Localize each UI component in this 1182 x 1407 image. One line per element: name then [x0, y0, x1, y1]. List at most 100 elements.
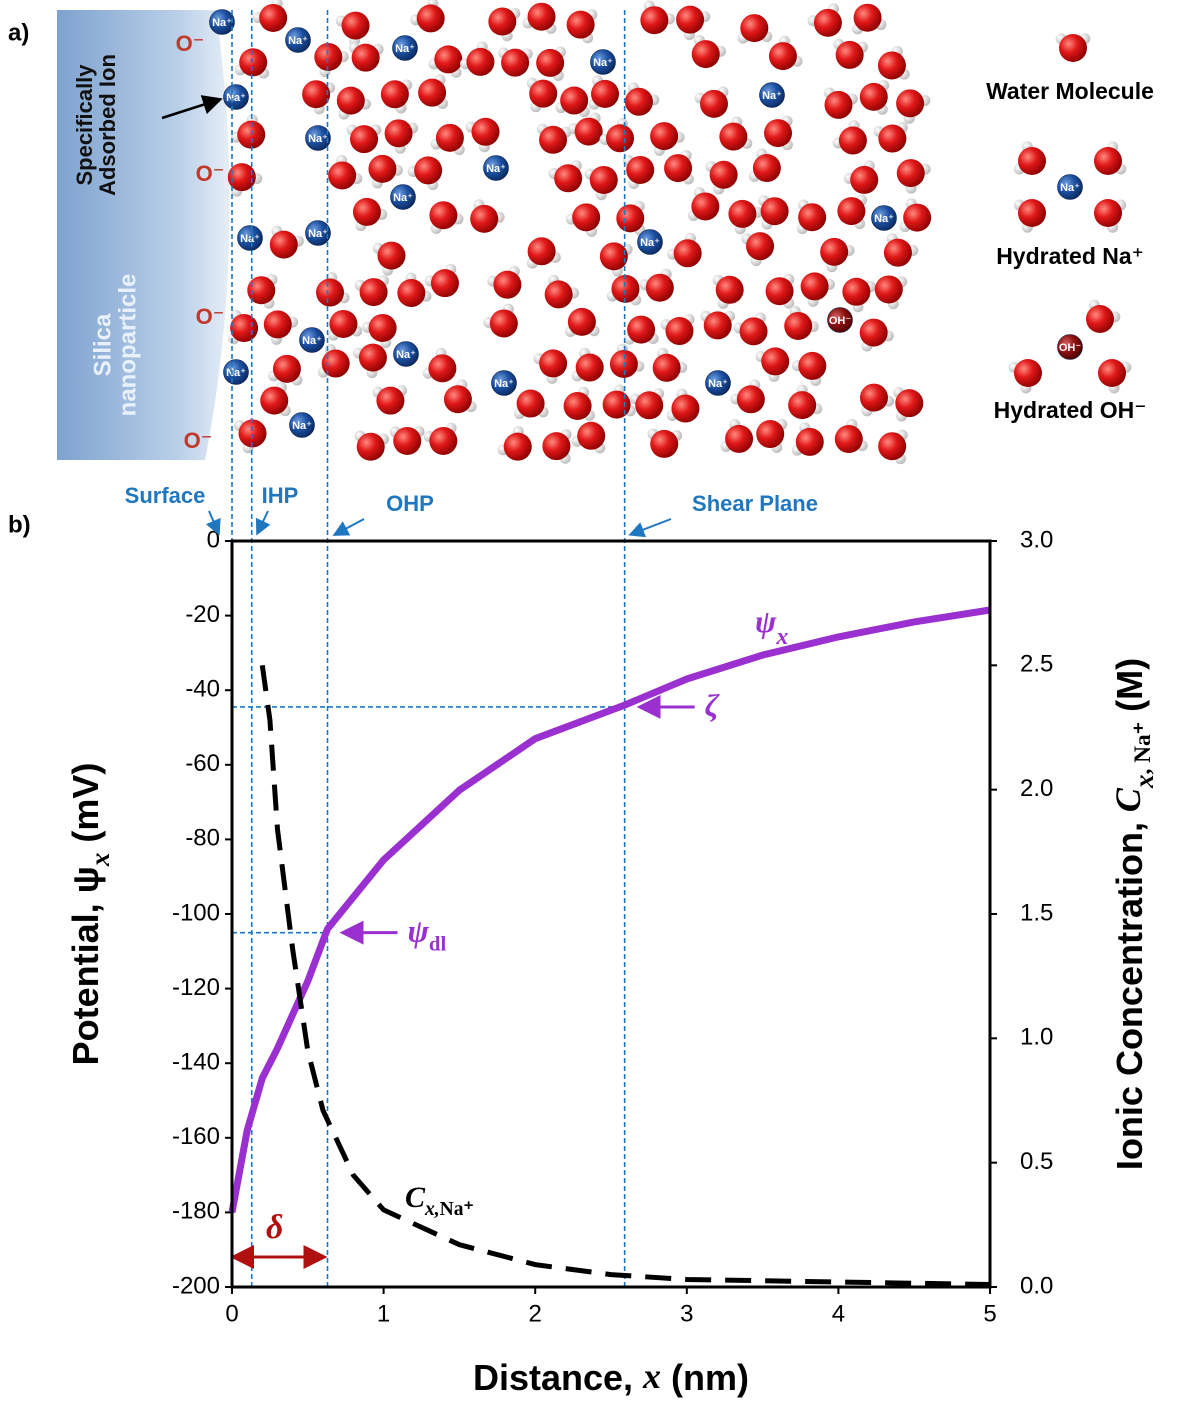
water-molecule — [624, 82, 660, 116]
oxygen-atom — [1098, 359, 1126, 387]
water-molecule — [380, 79, 413, 114]
series-line — [228, 606, 991, 1214]
series-label-part: Na⁺ — [440, 1199, 474, 1220]
water-molecule — [720, 419, 754, 453]
oxygen-atom — [527, 237, 556, 266]
surface-label: Silica — [89, 313, 116, 376]
water-molecule — [859, 383, 895, 417]
ion-label: Na⁺ — [708, 378, 728, 390]
ion — [223, 359, 249, 385]
water-molecule — [609, 343, 645, 378]
water-molecule — [588, 75, 620, 110]
delta-label: δ — [266, 1209, 283, 1246]
water-molecule — [741, 232, 775, 267]
water-molecule — [252, 0, 288, 32]
oxygen-atom — [359, 278, 388, 307]
water-molecule — [302, 80, 336, 115]
pointer-arrow — [161, 95, 223, 120]
y2-axis-title: Ionic Concentration, Cx, Na⁺ (M) — [1108, 658, 1159, 1170]
oxygen-atom — [859, 318, 888, 347]
water-molecule — [764, 115, 793, 151]
oxygen-atom — [739, 317, 768, 346]
water-molecule — [497, 426, 532, 461]
y-axis-title-part: Potential, ψ — [65, 866, 106, 1065]
oxygen-atom — [691, 40, 720, 69]
y-tick-label: -120 — [172, 974, 220, 1001]
oxygen-atom — [859, 383, 888, 412]
ion — [299, 327, 325, 353]
water-molecule — [368, 154, 403, 189]
water-molecule — [268, 354, 303, 386]
oxygen-atom — [544, 280, 573, 309]
water-molecule — [796, 199, 827, 235]
oxygen-atom — [263, 310, 292, 339]
oxygen-atom — [351, 43, 380, 72]
oxygen-atom — [470, 204, 499, 233]
oxygen-atom — [429, 426, 458, 455]
water-molecule — [652, 347, 688, 382]
water-molecule — [639, 268, 674, 302]
water-molecule — [748, 148, 781, 183]
chart: -200-180-160-140-120-100-80-60-40-2000.0… — [65, 10, 1159, 1398]
oxygen-atom — [269, 230, 298, 259]
oxygen-atom — [874, 275, 903, 304]
water-molecule — [630, 388, 665, 420]
series-label: Cx,Na⁺ — [405, 1181, 474, 1220]
ion-label: Na⁺ — [593, 57, 613, 69]
oxygen-atom — [800, 272, 829, 301]
water-molecule — [730, 379, 765, 414]
y-axis-title-part: x — [85, 853, 115, 868]
water-molecule — [640, 0, 675, 35]
water-molecule — [599, 117, 634, 153]
ion — [483, 155, 509, 181]
water-molecule — [883, 233, 919, 267]
water-molecule — [877, 45, 910, 80]
oxygen-atom — [589, 165, 618, 194]
oxygen-atom — [368, 313, 397, 342]
water-molecule — [893, 387, 924, 422]
oxygen-atom — [1094, 199, 1122, 227]
ion — [289, 412, 315, 438]
ion — [390, 184, 416, 210]
oxygen-atom — [605, 124, 634, 153]
oxygen-atom — [356, 432, 385, 461]
water-molecule — [791, 422, 824, 456]
water-molecule — [513, 389, 549, 420]
oxygen-atom — [834, 425, 863, 454]
oxygen-atom — [599, 242, 628, 271]
oxygen-atom — [501, 48, 530, 77]
oxygen-atom — [624, 87, 653, 116]
oxygen-atom — [903, 203, 932, 232]
water-molecule — [1098, 359, 1132, 394]
y-axis-title: Potential, ψx (mV) — [65, 763, 116, 1066]
legend-text: Hydrated OH⁻ — [994, 397, 1147, 423]
ion-label: Na⁺ — [395, 43, 415, 55]
water-molecule — [362, 313, 397, 349]
x-axis-title-part: (nm) — [661, 1357, 749, 1398]
ion-label: Na⁺ — [240, 233, 260, 245]
oxygen-atom — [566, 10, 595, 39]
ion-label: Na⁺ — [288, 35, 308, 47]
water-molecule — [407, 156, 443, 191]
water-molecule — [606, 274, 642, 306]
oxygen-atom — [336, 86, 365, 115]
series-line — [259, 664, 991, 1287]
ion — [590, 49, 616, 75]
plot-frame — [230, 539, 992, 1289]
water-molecule — [728, 199, 763, 235]
water-molecule — [571, 347, 604, 382]
oxygen-atom — [554, 164, 583, 193]
water-molecule — [536, 46, 566, 82]
oxygen-atom — [760, 197, 789, 226]
surface-label: Specifically — [72, 64, 97, 186]
water-molecule — [230, 114, 266, 149]
level-symbol: ψdl — [408, 913, 447, 956]
oxygen-atom — [895, 389, 924, 418]
oxygen-atom — [259, 3, 288, 32]
oxygen-atom — [824, 90, 853, 119]
ion-label: OH⁻ — [829, 315, 852, 327]
oxygen-atom — [429, 201, 458, 230]
y2-tick-label: 2.5 — [1020, 651, 1053, 678]
water-molecule — [667, 233, 702, 268]
water-molecule — [316, 272, 350, 307]
